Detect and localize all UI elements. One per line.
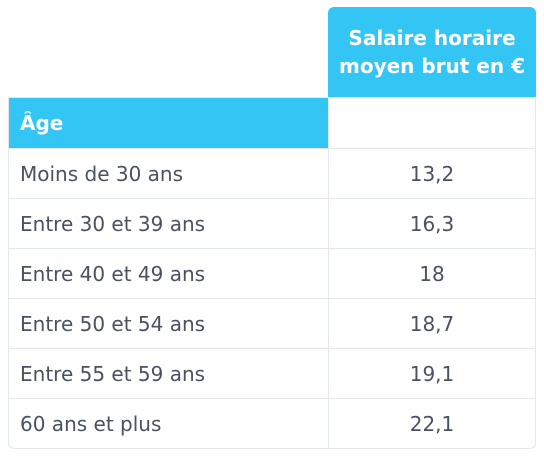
table-row: Entre 30 et 39 ans 16,3: [9, 198, 535, 248]
row-label: Entre 40 et 49 ans: [9, 249, 329, 298]
table-row: Moins de 30 ans 13,2: [9, 148, 535, 198]
table-grid: Âge Moins de 30 ans 13,2 Entre 30 et 39 …: [8, 97, 536, 449]
row-label: 60 ans et plus: [9, 399, 329, 448]
age-column-header: Âge: [9, 98, 329, 148]
table-row: Entre 40 et 49 ans 18: [9, 248, 535, 298]
table-row: 60 ans et plus 22,1: [9, 398, 535, 448]
value-column-header: Salaire horaire moyen brut en €: [328, 7, 536, 97]
row-label: Entre 55 et 59 ans: [9, 349, 329, 398]
row-value: 18: [419, 261, 445, 286]
value-header-spacer: [329, 98, 535, 148]
row-value: 18,7: [409, 311, 455, 336]
table-header-row: Âge: [9, 98, 535, 148]
table-row: Entre 55 et 59 ans 19,1: [9, 348, 535, 398]
row-value: 16,3: [409, 211, 455, 236]
value-header-line-2: moyen brut en €: [338, 54, 525, 78]
row-label: Entre 30 et 39 ans: [9, 199, 329, 248]
value-header-line-1: Salaire horaire: [348, 26, 516, 50]
row-label: Entre 50 et 54 ans: [9, 299, 329, 348]
row-value: 13,2: [409, 161, 455, 186]
row-value: 22,1: [409, 411, 455, 436]
row-label: Moins de 30 ans: [9, 149, 329, 198]
row-value: 19,1: [409, 361, 455, 386]
table-row: Entre 50 et 54 ans 18,7: [9, 298, 535, 348]
